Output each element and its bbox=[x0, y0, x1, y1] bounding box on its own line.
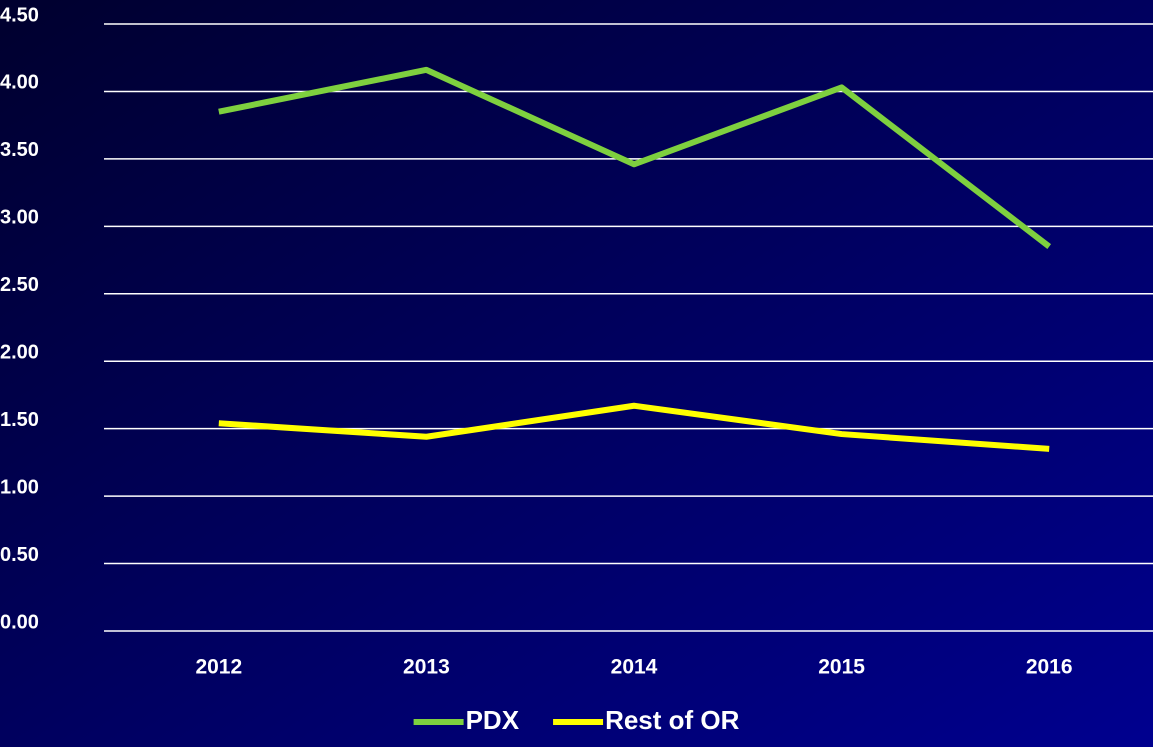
y-tick-label: 4.50 bbox=[0, 4, 39, 26]
x-tick-label: 2015 bbox=[818, 656, 865, 679]
x-tick-label: 2014 bbox=[611, 656, 658, 679]
x-tick-label: 2016 bbox=[1026, 656, 1073, 679]
y-tick-label: 3.50 bbox=[0, 139, 39, 161]
x-tick-label: 2012 bbox=[195, 656, 242, 679]
y-tick-label: 0.00 bbox=[0, 611, 39, 633]
legend-label: Rest of OR bbox=[605, 705, 740, 735]
y-tick-label: 3.00 bbox=[0, 207, 39, 229]
data-line bbox=[218, 66, 1052, 249]
data-line bbox=[218, 402, 1050, 452]
y-tick-label: 1.00 bbox=[0, 476, 39, 498]
x-tick-label: 2013 bbox=[403, 656, 450, 679]
y-tick-label: 1.50 bbox=[0, 409, 39, 431]
y-tick-label: 2.00 bbox=[0, 342, 39, 364]
y-tick-label: 2.50 bbox=[0, 274, 39, 296]
legend-label: PDX bbox=[466, 705, 520, 735]
y-tick-label: 4.00 bbox=[0, 72, 39, 94]
y-tick-label: 0.50 bbox=[0, 544, 39, 566]
